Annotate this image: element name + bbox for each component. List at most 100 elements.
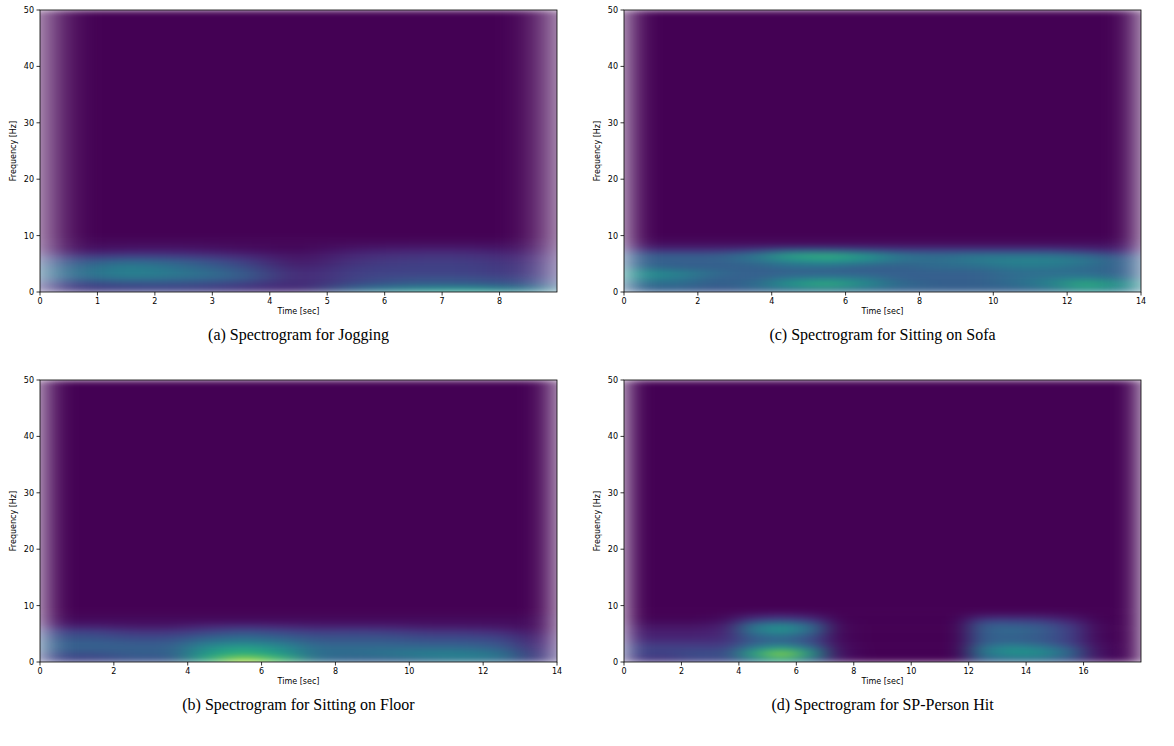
cell [1055,656,1084,662]
cell [698,281,736,287]
cell [661,247,699,253]
cell [299,634,337,640]
x-tick-label: 8 [917,297,922,306]
x-tick [1026,662,1027,666]
cell [270,281,328,287]
cell [825,606,854,612]
y-tick-label: 40 [608,62,618,71]
cell [225,645,263,651]
cell [768,606,797,612]
cell [225,634,263,640]
cell [114,634,152,640]
cell [624,281,662,287]
cell [809,269,847,275]
cell [846,10,884,236]
cell [825,656,854,662]
cell [1104,247,1141,253]
cell [335,617,373,623]
cell [155,253,213,259]
x-tick-label: 6 [259,667,264,676]
x-tick-label: 2 [111,667,116,676]
cell [1104,264,1141,270]
cell [40,286,98,292]
y-tick [621,662,625,663]
cell [155,281,213,287]
frame [40,10,557,292]
cell [661,241,699,247]
cell [372,639,410,645]
cell [993,275,1031,281]
cell [661,10,699,236]
x-tick-label: 2 [152,297,157,306]
cell [1067,281,1105,287]
y-tick [37,235,41,236]
cell [1084,623,1113,629]
cell [40,628,78,634]
cell [883,651,912,657]
cell [846,286,884,292]
x-axis-title: Time [sec] [861,677,904,686]
x-tick [384,292,385,296]
cell [446,639,484,645]
cell [624,236,662,242]
cell [624,623,653,629]
cell [483,639,521,645]
cell [624,617,653,623]
cell [854,645,883,651]
cell [846,236,884,242]
cell [661,281,699,287]
cell [40,380,78,606]
cell [653,380,682,606]
cell [1067,286,1105,292]
x-tick-label: 6 [843,297,848,306]
cell [1055,617,1084,623]
cell [698,10,736,236]
cell [854,651,883,657]
cell [854,606,883,612]
cell [809,253,847,259]
cell [1026,628,1055,634]
cell [77,617,115,623]
x-tick-label: 12 [964,667,974,676]
cell [1104,253,1141,259]
cell [262,651,300,657]
cell [661,286,699,292]
cell [956,236,994,242]
y-tick-label: 40 [24,432,34,441]
cell [653,656,682,662]
x-tick [771,292,772,296]
cell [768,634,797,640]
cell [114,617,152,623]
cell [520,645,557,651]
x-tick-label: 2 [679,667,684,676]
cell [653,639,682,645]
cell [956,241,994,247]
cell [768,611,797,617]
cell [212,286,270,292]
cell [520,628,557,634]
y-tick [621,380,625,381]
x-tick [269,292,270,296]
x-tick-label: 3 [210,297,215,306]
cell [335,623,373,629]
cell [270,247,328,253]
panel: 024681012141601020304050Time [sec]Freque… [593,376,1142,714]
cell [262,611,300,617]
cell [409,617,447,623]
cell [335,606,373,612]
cell [500,264,557,270]
cell [956,275,994,281]
cell [1104,10,1141,236]
cell [1030,253,1068,259]
cell [710,623,739,629]
cell [40,264,98,270]
cell [956,10,994,236]
y-tick-label: 20 [608,175,618,184]
cell [919,281,957,287]
cell [385,281,443,287]
cell [993,258,1031,264]
cell [1112,639,1141,645]
cell [624,656,653,662]
cell [854,639,883,645]
cell [372,380,410,606]
